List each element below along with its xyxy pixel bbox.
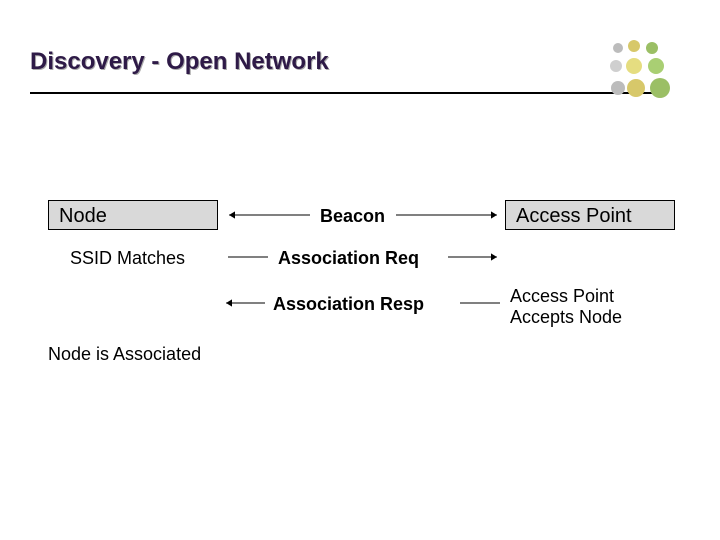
arrow-layer [0,0,720,540]
slide: { "title": "Discovery - Open Network", "… [0,0,720,540]
